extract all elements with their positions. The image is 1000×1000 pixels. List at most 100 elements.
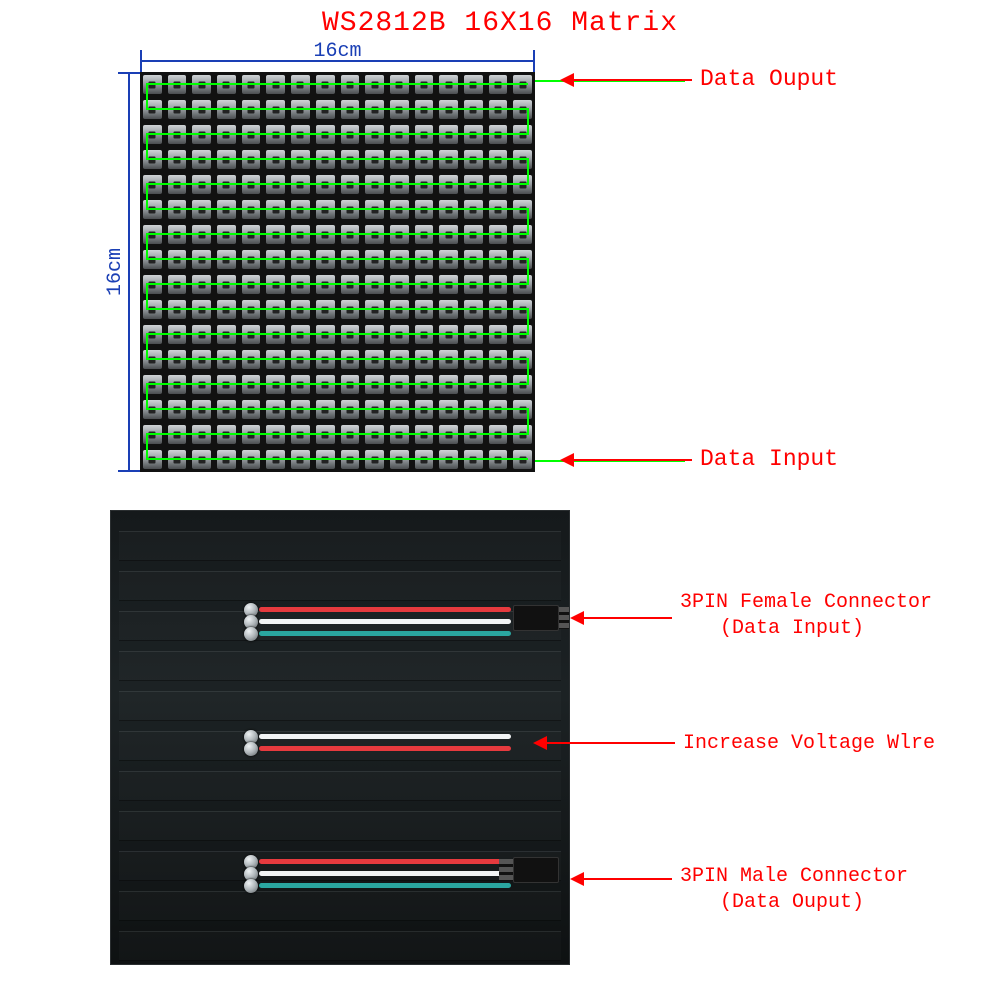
led-cell: [486, 447, 511, 472]
led-cell: [263, 222, 288, 247]
pcb-trace-row: [119, 811, 561, 841]
led-cell: [436, 122, 461, 147]
led-cell: [288, 247, 313, 272]
led-cell: [510, 347, 535, 372]
led-cell: [338, 272, 363, 297]
led-cell: [461, 72, 486, 97]
led-cell: [214, 272, 239, 297]
led-cell: [288, 197, 313, 222]
led-cell: [486, 247, 511, 272]
pcb-trace-row: [119, 651, 561, 681]
led-cell: [165, 97, 190, 122]
led-cell: [338, 397, 363, 422]
label-data-output: Data Ouput: [700, 66, 838, 92]
connector-pins: [499, 859, 513, 881]
led-cell: [338, 422, 363, 447]
led-cell: [288, 347, 313, 372]
led-cell: [214, 122, 239, 147]
led-cell: [288, 447, 313, 472]
pcb-trace-row: [119, 571, 561, 601]
led-cell: [486, 297, 511, 322]
led-cell: [239, 72, 264, 97]
led-cell: [313, 447, 338, 472]
led-cell: [140, 147, 165, 172]
led-cell: [510, 297, 535, 322]
led-cell: [436, 322, 461, 347]
led-cell: [313, 397, 338, 422]
led-cell: [486, 222, 511, 247]
led-cell: [189, 447, 214, 472]
led-cell: [140, 172, 165, 197]
led-cell: [140, 97, 165, 122]
led-cell: [313, 422, 338, 447]
label-voltage-wire: Increase Voltage Wlre: [683, 731, 935, 757]
led-cell: [263, 447, 288, 472]
pcb-trace-row: [119, 891, 561, 921]
led-cell: [510, 97, 535, 122]
label-female-connector: 3PIN Female Connector (Data Input): [680, 590, 932, 642]
led-cell: [436, 147, 461, 172]
led-cell: [387, 322, 412, 347]
led-cell: [239, 247, 264, 272]
led-cell: [510, 72, 535, 97]
led-cell: [461, 272, 486, 297]
pcb-trace-row: [119, 851, 561, 881]
led-cell: [140, 197, 165, 222]
label-data-input: Data Input: [700, 446, 838, 472]
led-cell: [214, 347, 239, 372]
led-cell: [165, 122, 190, 147]
led-cell: [510, 422, 535, 447]
led-matrix: [140, 72, 535, 472]
led-cell: [263, 322, 288, 347]
led-cell: [165, 222, 190, 247]
led-cell: [436, 397, 461, 422]
led-cell: [412, 397, 437, 422]
led-cell: [486, 347, 511, 372]
led-cell: [313, 222, 338, 247]
led-cell: [387, 72, 412, 97]
led-cell: [486, 322, 511, 347]
led-cell: [165, 197, 190, 222]
led-cell: [461, 222, 486, 247]
led-cell: [461, 297, 486, 322]
led-cell: [288, 222, 313, 247]
led-cell: [412, 172, 437, 197]
led-cell: [214, 322, 239, 347]
led-cell: [140, 347, 165, 372]
led-cell: [510, 122, 535, 147]
led-cell: [165, 172, 190, 197]
led-cell: [387, 222, 412, 247]
led-cell: [412, 122, 437, 147]
label-female-line2: (Data Input): [720, 617, 864, 640]
led-cell: [412, 322, 437, 347]
wire: [259, 859, 511, 864]
led-cell: [189, 347, 214, 372]
jst-connector: [513, 857, 559, 883]
wire: [259, 631, 511, 636]
led-cell: [362, 122, 387, 147]
led-cell: [239, 297, 264, 322]
led-cell: [189, 422, 214, 447]
led-cell: [461, 397, 486, 422]
led-cell: [288, 397, 313, 422]
led-cell: [412, 297, 437, 322]
connector-pins: [559, 607, 570, 629]
pcb-trace-row: [119, 931, 561, 961]
led-cell: [362, 172, 387, 197]
led-cell: [140, 247, 165, 272]
label-male-line1: 3PIN Male Connector: [680, 865, 908, 888]
led-cell: [239, 397, 264, 422]
led-cell: [189, 397, 214, 422]
arrow-male-connector: [572, 878, 672, 880]
led-cell: [338, 222, 363, 247]
led-cell: [165, 447, 190, 472]
led-cell: [338, 297, 363, 322]
led-cell: [313, 347, 338, 372]
led-cell: [362, 197, 387, 222]
led-cell: [189, 372, 214, 397]
led-cell: [486, 172, 511, 197]
led-cell: [387, 297, 412, 322]
led-cell: [387, 122, 412, 147]
led-cell: [387, 247, 412, 272]
led-cell: [436, 247, 461, 272]
